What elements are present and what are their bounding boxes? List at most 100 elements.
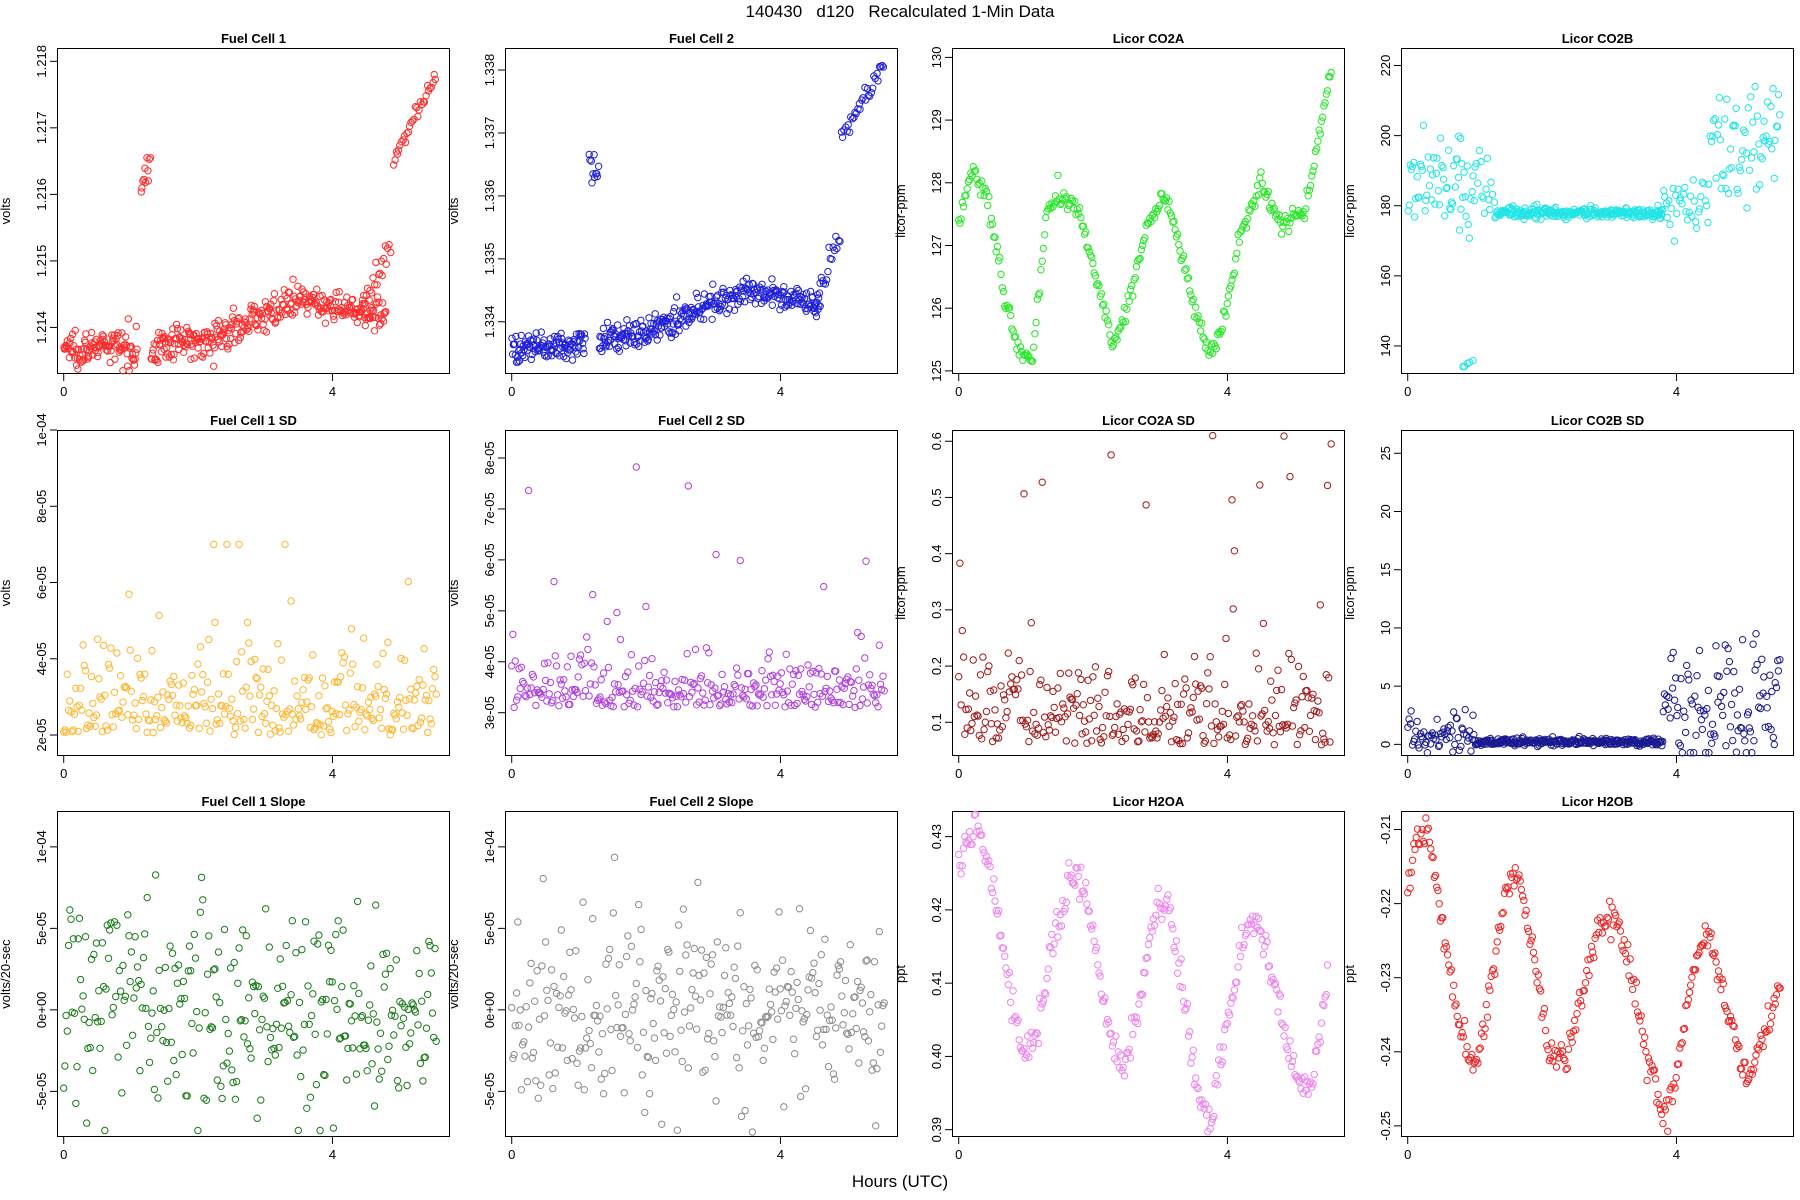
data-point — [1735, 685, 1744, 693]
data-point — [1736, 723, 1745, 732]
data-point — [374, 682, 382, 691]
data-point — [826, 687, 834, 695]
data-point — [689, 969, 697, 977]
data-point — [1674, 1060, 1683, 1068]
data-point — [1147, 923, 1155, 931]
data-point — [1057, 718, 1066, 726]
data-point — [1450, 708, 1458, 716]
data-point — [664, 699, 672, 707]
data-point — [1408, 163, 1417, 171]
data-point — [283, 997, 292, 1005]
data-point — [333, 1005, 341, 1014]
data-point — [770, 677, 778, 686]
data-point — [252, 673, 260, 682]
data-point — [1704, 218, 1712, 227]
data-point — [613, 321, 622, 329]
data-point — [318, 291, 326, 300]
data-point — [99, 641, 108, 650]
data-point — [637, 925, 645, 934]
data-point — [1474, 1059, 1482, 1067]
data-point — [1071, 739, 1079, 747]
data-point — [79, 357, 87, 365]
x-tick-label: 0 — [508, 766, 515, 781]
data-point — [614, 343, 623, 352]
data-point — [1236, 952, 1245, 961]
data-point — [166, 677, 174, 685]
data-point — [721, 301, 729, 310]
data-point — [229, 304, 238, 312]
data-point — [1709, 116, 1718, 125]
data-point — [1261, 706, 1269, 715]
data-point — [805, 683, 813, 691]
data-point — [271, 1051, 280, 1059]
data-point — [1196, 327, 1205, 335]
data-point — [959, 653, 968, 661]
data-point — [665, 314, 673, 323]
data-point — [740, 693, 748, 701]
data-point — [378, 271, 386, 280]
data-point — [1143, 953, 1152, 962]
data-point — [402, 696, 410, 704]
data-point — [425, 696, 433, 705]
y-tick-label: 0.1 — [929, 713, 944, 731]
data-point — [373, 660, 381, 669]
data-point — [349, 660, 357, 668]
data-point — [304, 982, 312, 990]
data-point — [1678, 1039, 1686, 1047]
data-point — [1575, 988, 1584, 997]
data-point — [617, 334, 626, 342]
data-point — [247, 301, 255, 310]
data-point — [220, 710, 229, 718]
data-point — [644, 683, 653, 691]
data-point — [357, 304, 365, 312]
data-point — [674, 921, 683, 929]
data-point — [1716, 136, 1725, 144]
data-point — [154, 693, 162, 701]
data-point — [270, 687, 278, 695]
data-point — [1089, 673, 1097, 681]
data-point — [288, 710, 297, 718]
data-point — [254, 982, 263, 991]
data-point — [688, 688, 696, 696]
data-point — [958, 198, 967, 207]
data-point — [1598, 929, 1607, 937]
data-point — [199, 670, 207, 679]
data-point — [1317, 117, 1326, 125]
data-point — [1760, 673, 1768, 681]
data-point — [1259, 619, 1268, 628]
data-point — [1442, 943, 1451, 951]
data-point — [144, 167, 152, 175]
data-point — [1015, 656, 1023, 665]
data-point — [334, 917, 342, 925]
data-point — [1668, 1097, 1677, 1106]
data-point — [818, 1041, 827, 1049]
data-point — [287, 597, 295, 605]
data-point — [516, 1006, 524, 1014]
y-tick-label: 3e-05 — [482, 696, 497, 729]
data-point — [969, 656, 977, 664]
data-point — [596, 332, 604, 341]
data-point — [191, 954, 200, 962]
data-point — [1454, 734, 1462, 742]
data-point — [991, 897, 999, 905]
data-point — [303, 698, 311, 706]
data-point — [125, 367, 133, 375]
data-point — [1107, 451, 1115, 459]
data-point — [976, 191, 985, 199]
data-point — [965, 689, 974, 697]
data-point — [1752, 630, 1760, 638]
data-point — [369, 1010, 377, 1018]
data-point — [112, 335, 120, 343]
data-point — [1241, 931, 1249, 940]
data-point — [1715, 94, 1724, 102]
x-tick-label: 4 — [1673, 384, 1680, 399]
data-point — [1448, 993, 1457, 1001]
data-point — [1254, 914, 1263, 923]
data-point — [1427, 845, 1435, 853]
data-point — [585, 1026, 593, 1035]
data-point — [1311, 735, 1320, 744]
data-point — [868, 1066, 876, 1074]
data-point — [660, 668, 668, 677]
data-point — [1632, 978, 1641, 987]
data-point — [579, 898, 587, 906]
